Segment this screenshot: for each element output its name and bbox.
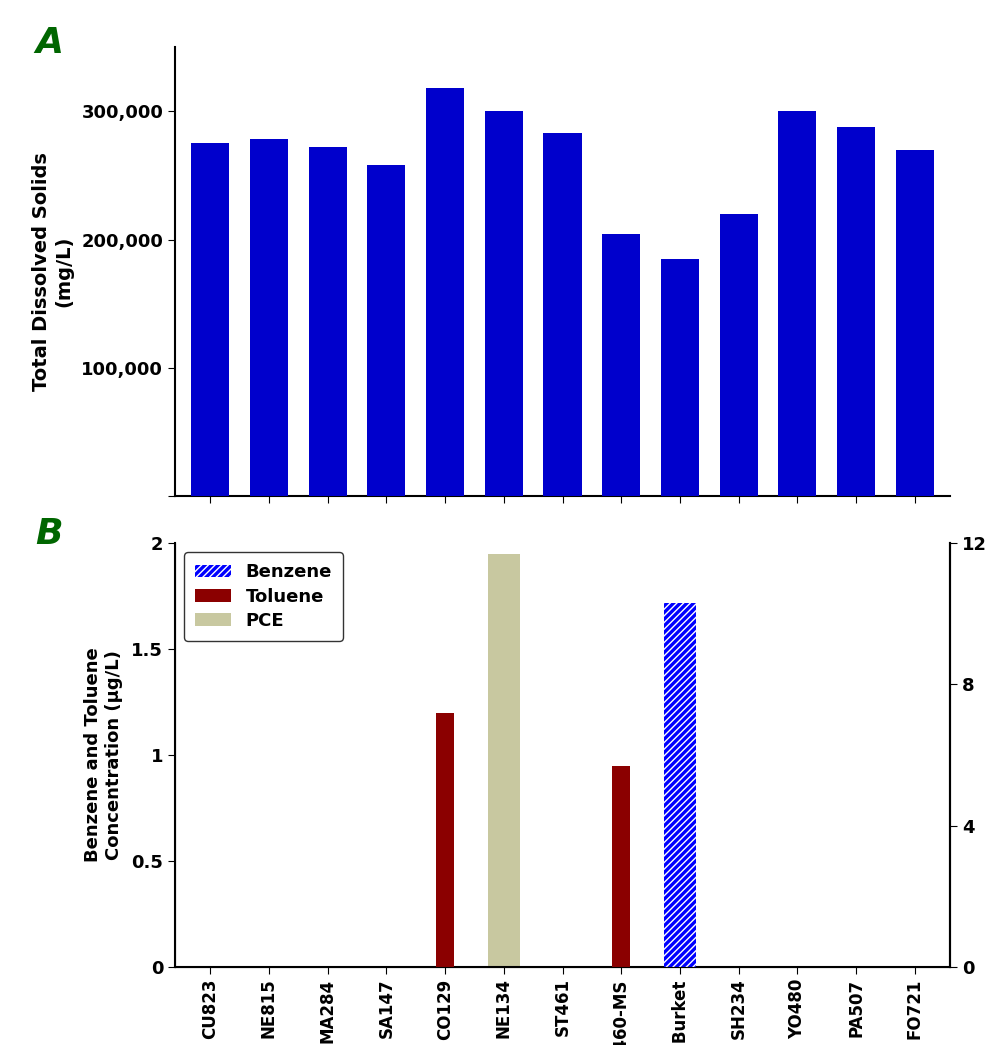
Bar — [671, 734, 689, 967]
Bar — [896, 149, 934, 496]
Bar — [367, 165, 405, 496]
Bar — [426, 88, 464, 496]
Bar — [664, 603, 696, 967]
Legend: Benzene, Toluene, PCE: Benzene, Toluene, PCE — [184, 553, 343, 641]
Text: A: A — [35, 26, 63, 61]
Bar — [661, 259, 699, 496]
Bar — [309, 147, 347, 496]
Bar — [837, 126, 875, 496]
Bar — [543, 133, 582, 496]
Y-axis label: Benzene and Toluene
Concentration (μg/L): Benzene and Toluene Concentration (μg/L) — [84, 648, 123, 862]
Bar — [250, 139, 288, 496]
Bar — [720, 214, 758, 496]
Bar — [485, 111, 523, 496]
Bar — [612, 766, 630, 967]
Bar — [488, 554, 520, 967]
Bar — [778, 111, 816, 496]
Y-axis label: Total Dissolved Solids
(mg/L): Total Dissolved Solids (mg/L) — [32, 153, 73, 391]
Bar — [436, 713, 454, 967]
Bar — [602, 234, 640, 496]
Text: B: B — [35, 517, 62, 552]
Bar — [191, 143, 229, 496]
